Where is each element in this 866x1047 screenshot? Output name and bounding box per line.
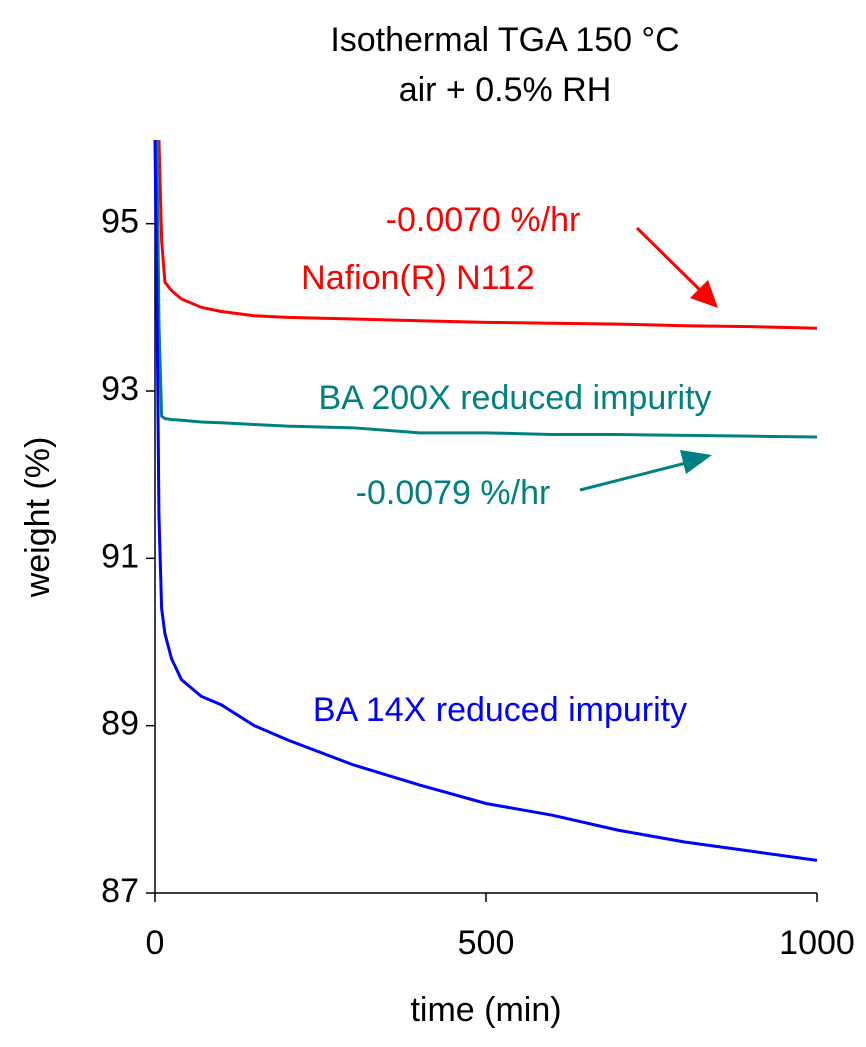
x-tick-label: 1000 <box>779 924 855 962</box>
arrow <box>579 460 691 492</box>
annotation: -0.0070 %/hr <box>386 201 581 239</box>
data-line <box>155 140 818 439</box>
y-axis-label: weight (%) <box>19 437 57 599</box>
data-line <box>153 140 818 862</box>
chart-subtitle: air + 0.5% RH <box>399 71 612 109</box>
y-tick-label: 93 <box>101 370 139 408</box>
plot-area <box>153 140 818 862</box>
x-tick-label: 0 <box>146 924 165 962</box>
arrow-head <box>690 280 718 308</box>
series-label: Nafion(R) N112 <box>301 259 535 297</box>
arrow-head <box>680 450 712 474</box>
y-tick-label: 89 <box>101 705 139 743</box>
y-tick-label: 95 <box>101 203 139 241</box>
data-line <box>155 140 818 330</box>
y-tick-label: 87 <box>101 872 139 910</box>
x-tick-label: 500 <box>458 924 515 962</box>
series-label: BA 14X reduced impurity <box>313 691 687 729</box>
series-label: BA 200X reduced impurity <box>318 379 711 417</box>
x-axis-label: time (min) <box>410 991 561 1029</box>
arrow <box>635 226 702 292</box>
annotation: -0.0079 %/hr <box>356 474 551 512</box>
chart-title: Isothermal TGA 150 °C <box>330 21 679 59</box>
y-tick-label: 91 <box>101 537 139 575</box>
